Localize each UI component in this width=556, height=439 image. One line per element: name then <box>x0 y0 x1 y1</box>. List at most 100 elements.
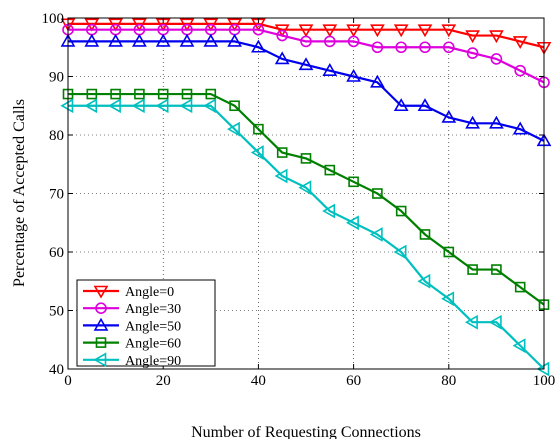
data-point <box>132 33 147 47</box>
series-angle-0 <box>60 18 552 55</box>
data-point <box>346 68 361 82</box>
data-point <box>179 18 195 32</box>
data-point <box>348 176 359 188</box>
data-point <box>131 98 145 114</box>
data-point <box>108 18 123 32</box>
data-point <box>155 98 169 114</box>
data-point <box>276 29 289 42</box>
legend-entry: Angle=30 <box>83 302 181 317</box>
y-tick-label: 50 <box>49 304 64 320</box>
data-point <box>86 88 98 100</box>
data-point <box>110 88 121 100</box>
data-point <box>417 273 431 289</box>
data-point <box>298 180 312 196</box>
data-point <box>369 227 383 242</box>
data-point <box>203 33 219 47</box>
data-point <box>443 246 455 258</box>
data-point <box>489 115 504 129</box>
y-tick-label: 40 <box>49 362 64 378</box>
data-point <box>274 24 290 38</box>
data-point <box>371 41 384 54</box>
x-tick-label: 100 <box>533 373 556 389</box>
data-point <box>300 153 312 164</box>
data-point <box>276 147 288 158</box>
data-point <box>442 41 455 54</box>
data-point <box>322 24 338 38</box>
data-point <box>441 291 455 307</box>
data-point <box>274 168 288 184</box>
x-axis-label: Number of Requesting Connections <box>191 424 421 439</box>
series-line <box>68 92 545 306</box>
y-tick-label: 60 <box>49 245 64 261</box>
y-tick-label: 70 <box>49 187 64 203</box>
data-point <box>323 35 336 48</box>
tick-labels: 0 20 40 60 80 100 40 50 60 70 80 90 100 <box>42 11 556 389</box>
data-point <box>252 23 265 36</box>
data-point <box>227 33 242 47</box>
data-point <box>157 88 169 100</box>
data-point <box>489 30 504 44</box>
data-point <box>395 205 407 217</box>
legend-marker <box>93 317 109 331</box>
data-point <box>253 123 264 135</box>
x-tick-label: 20 <box>156 373 171 389</box>
data-point <box>417 24 433 38</box>
data-point <box>205 88 217 100</box>
data-point <box>512 121 528 135</box>
y-axis-label: Percentage of Accepted Calls <box>11 99 28 287</box>
data-point <box>491 264 502 275</box>
data-point <box>395 41 408 54</box>
data-point <box>84 18 100 32</box>
y-tick-label: 90 <box>49 70 64 86</box>
series-angle-60 <box>62 88 550 310</box>
x-tick-label: 0 <box>64 373 72 389</box>
data-point <box>322 203 336 219</box>
legend-entry: Angle=50 <box>83 317 181 334</box>
data-point <box>465 115 480 129</box>
data-point <box>274 51 290 65</box>
data-point <box>179 33 195 47</box>
data-point <box>298 24 314 38</box>
data-point <box>419 229 431 240</box>
series-angle-90 <box>60 98 550 377</box>
data-point <box>372 188 383 199</box>
legend-marker <box>95 302 107 315</box>
data-point <box>229 100 240 112</box>
data-point <box>155 33 171 47</box>
data-point <box>203 18 219 32</box>
data-point <box>203 98 217 114</box>
data-point <box>181 88 193 100</box>
data-point <box>393 244 407 260</box>
data-point <box>300 35 312 48</box>
data-point <box>347 35 360 48</box>
data-point <box>370 24 385 38</box>
data-point <box>488 314 502 330</box>
series-line <box>68 104 545 370</box>
y-tick-label: 80 <box>49 128 64 144</box>
data-point <box>441 109 457 123</box>
legend-label: Angle=60 <box>125 337 181 352</box>
legend: Angle=0 Angle=30 Angle=50 Angle=60 Angle=90 <box>76 279 216 369</box>
data-point <box>419 41 431 54</box>
data-point <box>393 98 409 112</box>
series-layer <box>60 18 552 377</box>
x-tick-label: 60 <box>346 373 361 389</box>
data-point <box>84 98 98 114</box>
data-point <box>346 24 361 38</box>
data-point <box>512 338 526 353</box>
x-tick-label: 40 <box>251 373 266 389</box>
data-point <box>514 281 526 293</box>
y-tick-label: 100 <box>42 11 65 27</box>
data-point <box>370 74 385 88</box>
legend-label: Angle=50 <box>125 319 181 334</box>
data-point <box>393 24 409 38</box>
data-point <box>536 361 550 377</box>
data-point <box>107 98 121 114</box>
data-point <box>84 33 100 47</box>
legend-entry: Angle=60 <box>83 337 181 352</box>
data-point <box>514 64 527 77</box>
series-line <box>68 22 545 49</box>
series-line <box>68 40 545 142</box>
